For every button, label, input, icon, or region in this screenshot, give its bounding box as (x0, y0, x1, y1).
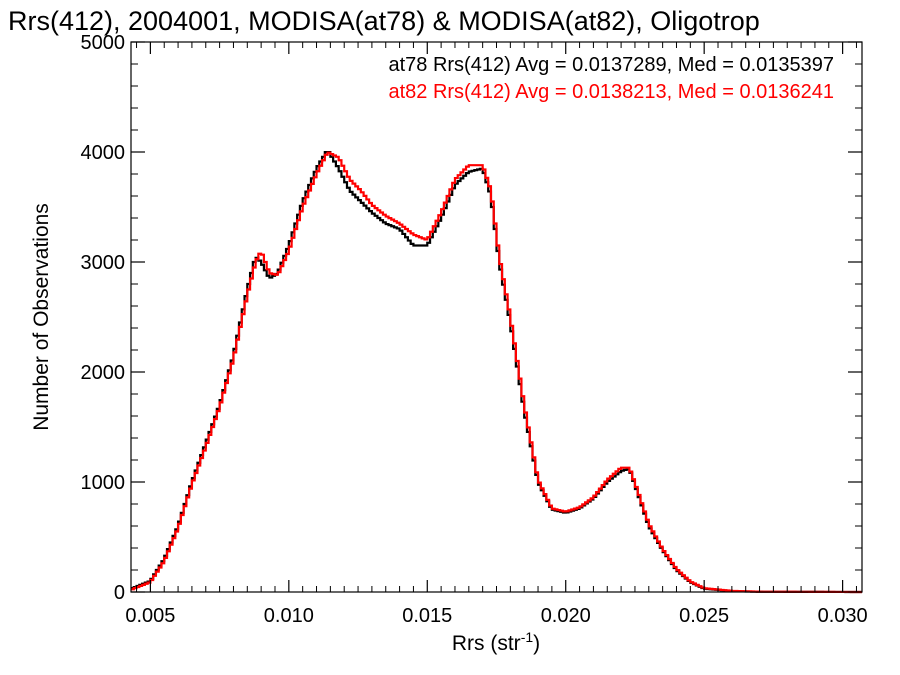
y-tick-label: 5000 (81, 32, 126, 54)
y-tick-label: 0 (114, 582, 125, 604)
plot-frame (130, 41, 863, 593)
y-tick-label: 1000 (81, 472, 126, 494)
x-tick-label: 0.010 (264, 605, 314, 627)
legend-entry-at82: at82 Rrs(412) Avg = 0.0138213, Med = 0.0… (388, 81, 834, 103)
x-axis-label-close: ) (533, 632, 540, 655)
series-line-at82 (131, 151, 862, 594)
legend-entry-at78: at78 Rrs(412) Avg = 0.0137289, Med = 0.0… (388, 54, 834, 76)
x-axis-label-main: Rrs (str (452, 632, 521, 655)
y-tick-label: 2000 (81, 362, 126, 384)
y-tick-label: 4000 (81, 142, 126, 164)
x-tick-label: 0.025 (679, 605, 729, 627)
x-axis-label-superscript: -1 (521, 629, 534, 645)
chart-title: Rrs(412), 2004001, MODISA(at78) & MODISA… (8, 6, 760, 36)
y-axis-ticks: 0 1000 2000 3000 4000 5000 (81, 32, 862, 604)
x-tick-label: 0.015 (402, 605, 452, 627)
x-axis-ticks: 0.005 0.010 0.015 0.020 0.025 0.030 (125, 42, 868, 627)
x-tick-label: 0.030 (818, 605, 868, 627)
y-axis-label: Number of Observations (30, 203, 53, 431)
y-tick-label: 3000 (81, 252, 126, 274)
x-tick-label: 0.005 (125, 605, 175, 627)
x-axis-label: Rrs (str-1) (452, 629, 540, 655)
x-tick-label: 0.020 (541, 605, 591, 627)
series-layer (131, 151, 862, 594)
series-line-at78 (131, 151, 862, 594)
